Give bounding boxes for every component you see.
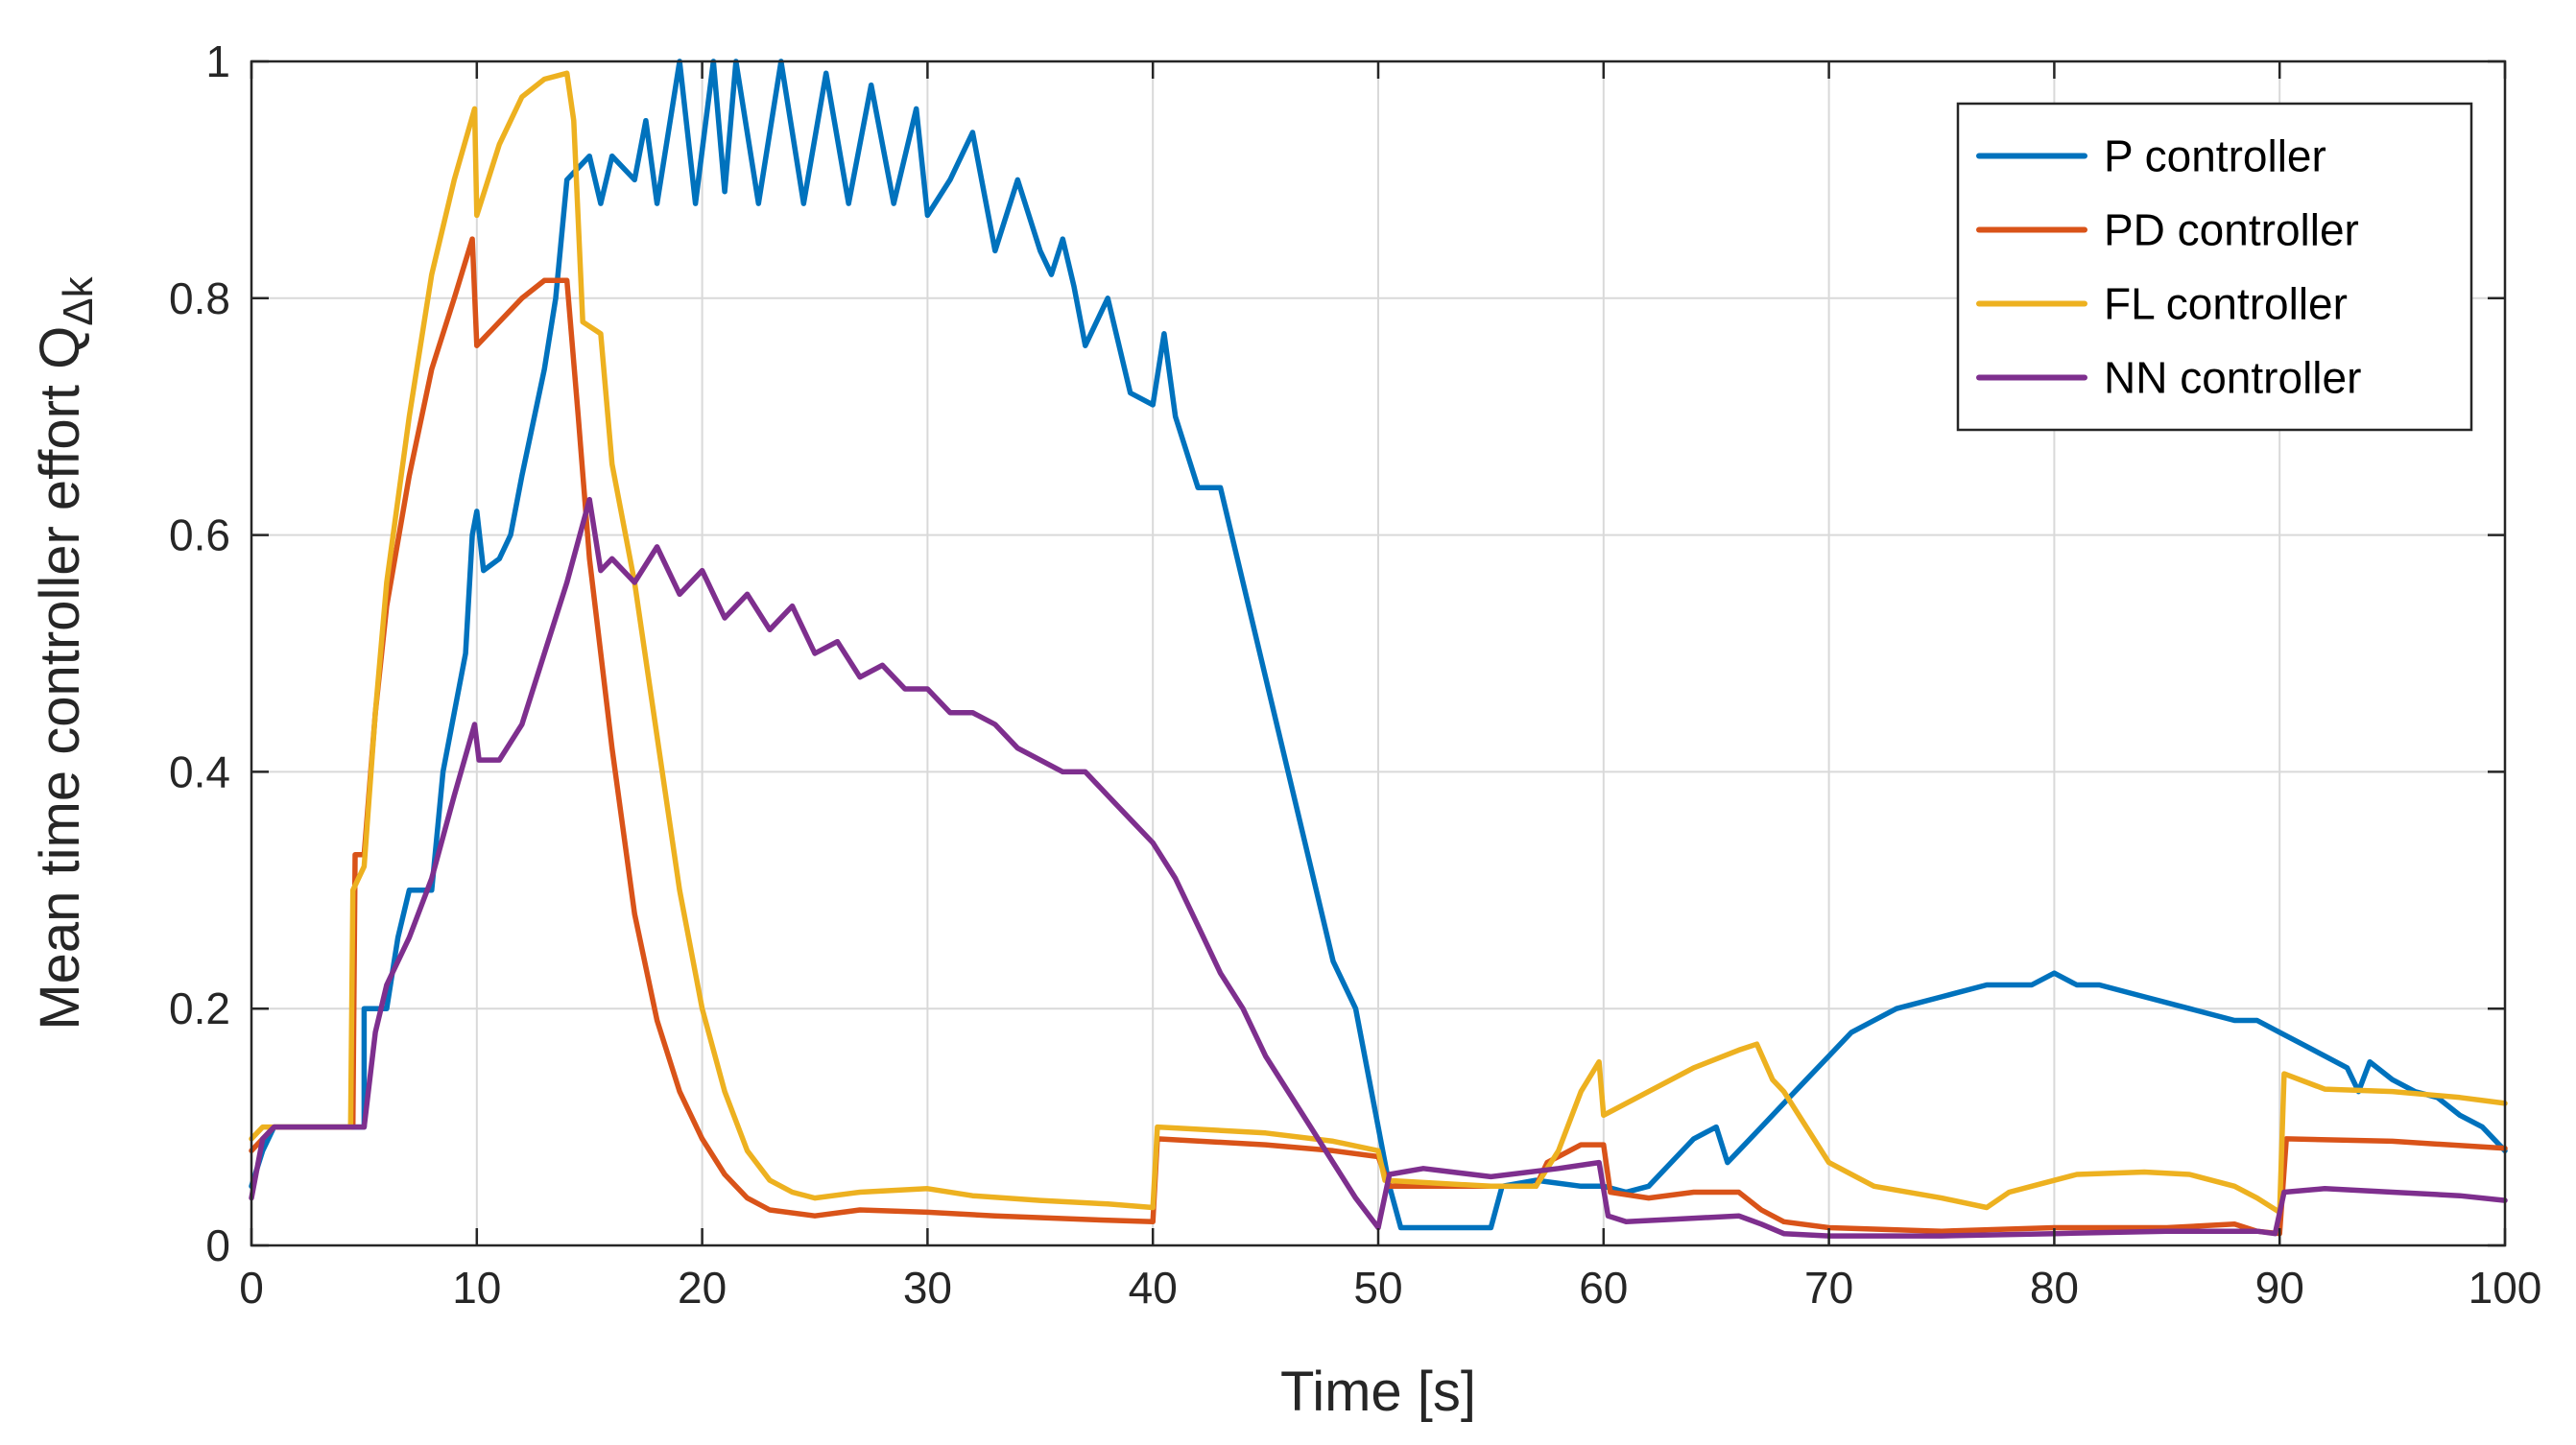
y-tick-label: 1 (205, 36, 230, 86)
legend-item: PD controller (1976, 205, 2359, 255)
x-tick-label: 70 (1804, 1263, 1853, 1313)
legend-label: P controller (2104, 131, 2326, 181)
y-tick-label: 0.6 (169, 510, 230, 560)
y-axis-title: Mean time controller effort QΔk (29, 275, 102, 1030)
legend-item: P controller (1976, 131, 2326, 181)
y-tick-label: 0.2 (169, 983, 230, 1033)
legend-label: PD controller (2104, 205, 2359, 255)
y-tick-label: 0.4 (169, 746, 230, 796)
x-tick-label: 20 (678, 1263, 727, 1313)
legend-item: NN controller (1976, 353, 2361, 403)
series-lines (249, 59, 2508, 1239)
axis-ticks: 0 10 20 30 40 50 60 70 80 90 100 0 0.2 0.4 0.6 0.8 1 (169, 36, 2541, 1313)
x-axis-title: Time [s] (1280, 1361, 1476, 1423)
y-tick-label: 0.8 (169, 273, 230, 323)
series-line-fl-controller (249, 70, 2508, 1216)
x-tick-label: 0 (239, 1263, 264, 1313)
x-tick-label: 80 (2030, 1263, 2079, 1313)
series-line-pd-controller (249, 236, 2508, 1237)
x-tick-label: 90 (2255, 1263, 2304, 1313)
legend-item: FL controller (1976, 279, 2348, 329)
series-line-p-controller (249, 59, 2508, 1231)
legend-label: FL controller (2104, 279, 2348, 329)
y-axis-title-subscript: Δk (55, 275, 102, 325)
y-axis-title-main: Mean time controller effort Q (29, 326, 91, 1030)
svg-text:Mean time controller effort QΔ: Mean time controller effort QΔk (29, 275, 102, 1030)
x-tick-label: 50 (1353, 1263, 1402, 1313)
x-tick-label: 60 (1579, 1263, 1628, 1313)
y-tick-label: 0 (205, 1220, 230, 1270)
x-tick-label: 40 (1129, 1263, 1178, 1313)
x-tick-label: 10 (452, 1263, 501, 1313)
legend: P controller PD controller FL controller NN… (1956, 102, 2473, 432)
x-tick-label: 30 (903, 1263, 952, 1313)
series-line-nn-controller (249, 496, 2508, 1239)
x-tick-label: 100 (2469, 1263, 2542, 1313)
legend-label: NN controller (2104, 353, 2361, 403)
